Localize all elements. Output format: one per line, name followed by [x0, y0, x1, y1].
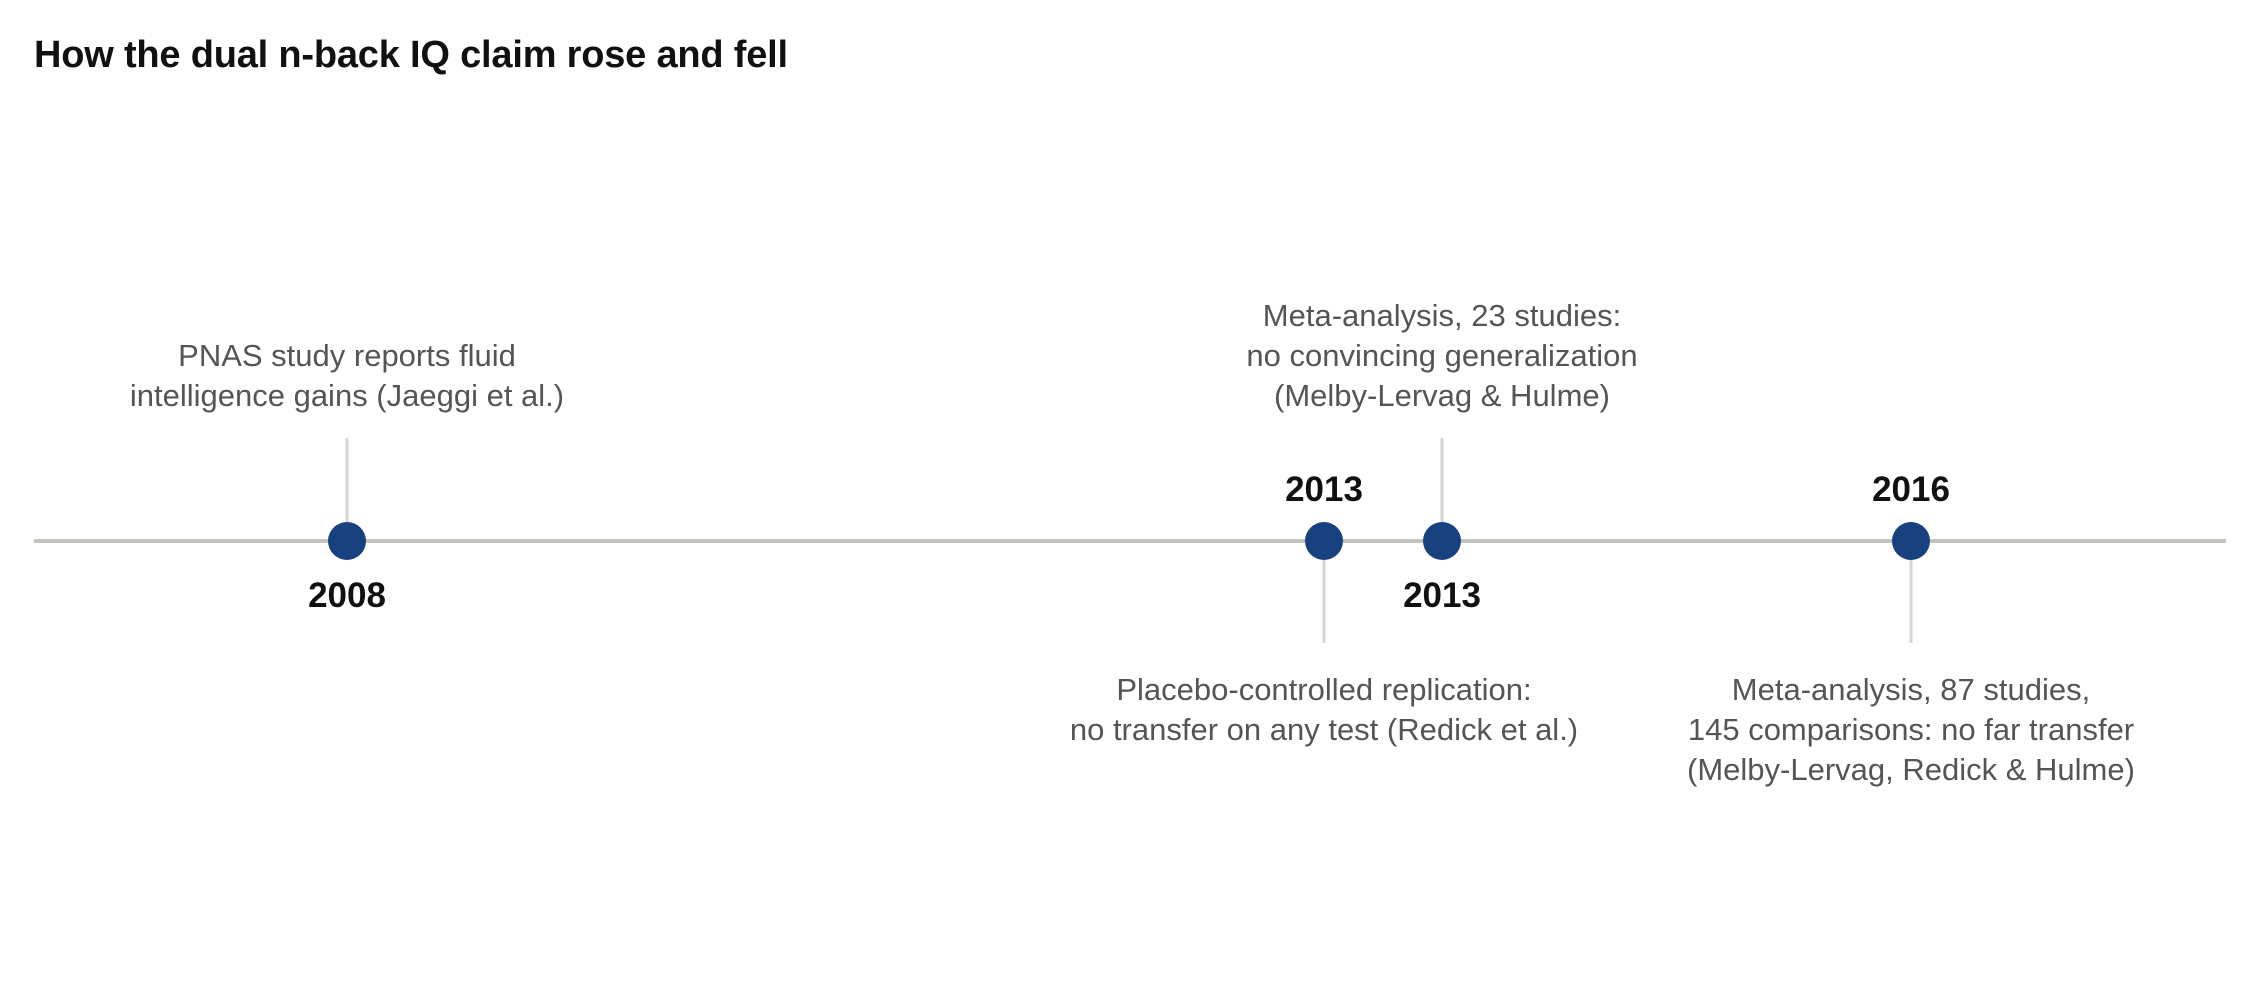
event-year: 2016	[1872, 470, 1950, 509]
timeline-event: 2013 Placebo-controlled replication: no tr…	[1070, 470, 1578, 747]
event-description-line: Meta-analysis, 23 studies:	[1263, 298, 1621, 333]
event-year: 2013	[1285, 470, 1363, 509]
event-marker	[1423, 522, 1461, 560]
timeline-event: 2016 Meta-analysis, 87 studies, 145 compar…	[1687, 470, 2135, 787]
event-description-line: no convincing generalization	[1246, 338, 1637, 373]
event-description-line: Placebo-controlled replication:	[1116, 672, 1531, 707]
timeline-event: 2008 PNAS study reports fluid intelligence…	[130, 338, 564, 615]
event-description-line: Meta-analysis, 87 studies,	[1732, 672, 2090, 707]
timeline-event: 2013 Meta-analysis, 23 studies: no convinc…	[1246, 298, 1637, 615]
timeline-events: 2008 PNAS study reports fluid intelligence…	[130, 298, 2135, 787]
event-year: 2008	[308, 576, 386, 615]
event-description-line: (Melby-Lervag & Hulme)	[1274, 378, 1610, 413]
event-description-line: 145 comparisons: no far transfer	[1688, 712, 2134, 747]
event-marker	[1892, 522, 1930, 560]
event-marker	[1305, 522, 1343, 560]
event-year: 2013	[1403, 576, 1481, 615]
event-description-line: PNAS study reports fluid	[178, 338, 516, 373]
event-marker	[328, 522, 366, 560]
event-description-line: no transfer on any test (Redick et al.)	[1070, 712, 1578, 747]
page-title: How the dual n-back IQ claim rose and fe…	[34, 34, 788, 76]
event-description-line: (Melby-Lervag, Redick & Hulme)	[1687, 752, 2135, 787]
event-description-line: intelligence gains (Jaeggi et al.)	[130, 378, 564, 413]
